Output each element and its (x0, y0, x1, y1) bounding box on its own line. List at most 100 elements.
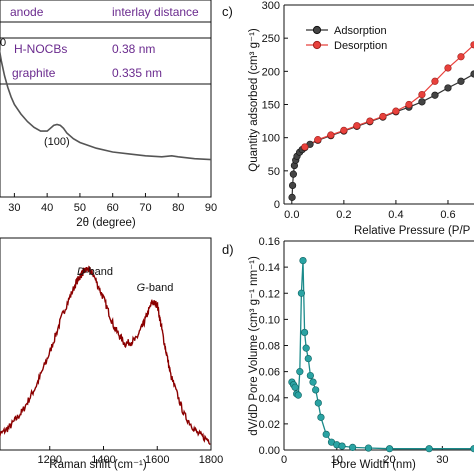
d-band-label: D-band (77, 266, 113, 278)
xrd-x-tick-label: 60 (107, 202, 119, 214)
psd-point (385, 445, 394, 453)
psd-point (304, 354, 312, 363)
psd-point (300, 328, 309, 337)
isotherm-y-tick-label: 300 (262, 0, 280, 12)
psd-y-tick-label: 0.12 (259, 288, 280, 300)
panel-d-label: d) (222, 242, 234, 257)
isotherm-x-ticks: 0.0 0.2 0.4 0.6 (284, 200, 456, 221)
isotherm-y-tick-label: 0 (274, 199, 280, 211)
psd-y-tick-label: 0.04 (259, 393, 280, 405)
adsorption-point (288, 193, 296, 201)
desorption-point (457, 53, 465, 61)
psd-x-tick-label: 10 (331, 454, 343, 466)
panel-b-frame (0, 237, 212, 451)
desorption-point (314, 136, 322, 144)
psd-point (297, 289, 306, 297)
raman-xlabel: Raman shift (cm⁻¹) (49, 459, 147, 471)
xrd-x-ticks: 30 40 50 60 70 80 90 (8, 193, 217, 214)
psd-y-tick-label: 0.08 (259, 341, 280, 353)
xrd-x-tick-label: 70 (139, 202, 151, 214)
isotherm-y-tick-label: 250 (262, 33, 280, 45)
desorption-point (301, 143, 309, 151)
psd-point (470, 445, 474, 453)
raman-x-ticks: 1200 1400 1600 1800 (38, 446, 223, 466)
psd-x-tick-label: 20 (383, 454, 395, 466)
psd-point (291, 383, 299, 391)
isotherm-x-tick-label: 0.0 (284, 209, 299, 221)
desorption-point (353, 122, 361, 130)
adsorption-point (457, 77, 465, 85)
raman-x-tick-label: 1600 (145, 454, 169, 466)
psd-point (309, 378, 317, 386)
panel-a-table-header-distance: interlay distance (112, 5, 199, 19)
psd-point (425, 445, 433, 453)
psd-y-tick-label: 0.02 (259, 419, 280, 431)
psd-ylabel: dV/dD Pore Volume (cm³ g⁻¹ nm⁻¹) (248, 256, 260, 436)
d-band-italic: D (77, 266, 85, 278)
isotherm-y-tick-label: 100 (262, 133, 280, 145)
isotherm-y-tick-label: 150 (262, 100, 280, 112)
isotherm-xlabel: Relative Pressure (P/P (354, 225, 471, 237)
isotherm-y-tick-label: 200 (262, 66, 280, 78)
desorption-point (340, 126, 348, 134)
adsorption-point (431, 91, 439, 99)
adsorption-point (470, 70, 474, 78)
g-band-label: G-band (137, 282, 174, 294)
psd-y-tick-label: 0.10 (259, 314, 280, 326)
psd-y-tick-label: 0.16 (259, 236, 280, 248)
psd-point (306, 371, 314, 380)
xrd-x-tick-label: 80 (172, 202, 184, 214)
panel-a-table-row1-anode: H-NOCBs (14, 42, 67, 56)
psd-point (296, 368, 304, 376)
psd-y-tick-label: 0.00 (259, 445, 280, 457)
xrd-xlabel: 2θ (degree) (76, 217, 136, 229)
raman-x-tick-label: 1200 (38, 454, 62, 466)
panel-a-table-row1-distance: 0.38 nm (112, 42, 155, 56)
isotherm-x-tick-label: 0.4 (388, 209, 403, 221)
isotherm-legend: Adsorption Desorption (306, 25, 387, 52)
legend-adsorption-label: Adsorption (334, 25, 387, 37)
adsorption-points (288, 70, 474, 201)
psd-point (312, 386, 320, 394)
raman-line (0, 265, 211, 446)
desorption-point (444, 64, 452, 72)
psd-y-tick-label: 0.06 (259, 367, 280, 379)
raman-x-tick-label: 1800 (199, 454, 223, 466)
psd-point (364, 444, 373, 452)
desorption-point (327, 131, 335, 139)
psd-y-ticks: 0.00 0.02 0.04 0.06 0.08 0.10 0.12 0.14 0.16 (259, 236, 288, 457)
xrd-x-tick-label: 90 (205, 202, 217, 214)
psd-point (314, 399, 322, 407)
isotherm-ylabel: Quantity adsorbed (cm³ g⁻¹) (248, 28, 260, 172)
panel-b-raman: D-band G-band 1200 1400 1600 1800 Raman shi… (0, 237, 223, 471)
desorption-point (392, 107, 400, 115)
legend-desorption-marker (312, 40, 322, 50)
psd-point (317, 413, 325, 421)
adsorption-point (444, 84, 452, 92)
adsorption-point (289, 170, 297, 178)
panel-d-psd: d) 0.000.020.040.060.080.100.120.140.16 … (222, 236, 474, 471)
xrd-peak-label: (100) (44, 136, 70, 148)
psd-point (322, 430, 330, 438)
g-band-suffix: -band (145, 282, 173, 294)
xrd-x-tick-label: 50 (74, 202, 86, 214)
isotherm-y-tick-label: 50 (268, 166, 280, 178)
psd-x-tick-label: 0 (281, 454, 287, 466)
psd-point (338, 442, 346, 450)
legend-adsorption-marker (312, 25, 322, 35)
desorption-point (366, 117, 374, 125)
d-band-suffix: -band (85, 266, 113, 278)
panel-c-isotherm: c) 0 50 100 150 200 250 300 0.0 0.2 0.4 0.6 Adsor… (222, 0, 474, 237)
psd-x-ticks: 0 10 20 30 (281, 446, 448, 466)
isotherm-y-ticks: 0 50 100 150 200 250 300 (262, 0, 288, 211)
xrd-x-tick-label: 40 (41, 202, 53, 214)
desorption-points (301, 41, 474, 151)
psd-x-tick-label: 30 (436, 454, 448, 466)
psd-points (288, 256, 474, 453)
panel-a-table-row2-anode: graphite (12, 66, 56, 80)
psd-xlabel: Pore Width (nm) (332, 459, 416, 471)
desorption-point (418, 90, 426, 99)
psd-point (349, 443, 357, 451)
panel-a-clipped-tick: 0 (0, 37, 6, 49)
